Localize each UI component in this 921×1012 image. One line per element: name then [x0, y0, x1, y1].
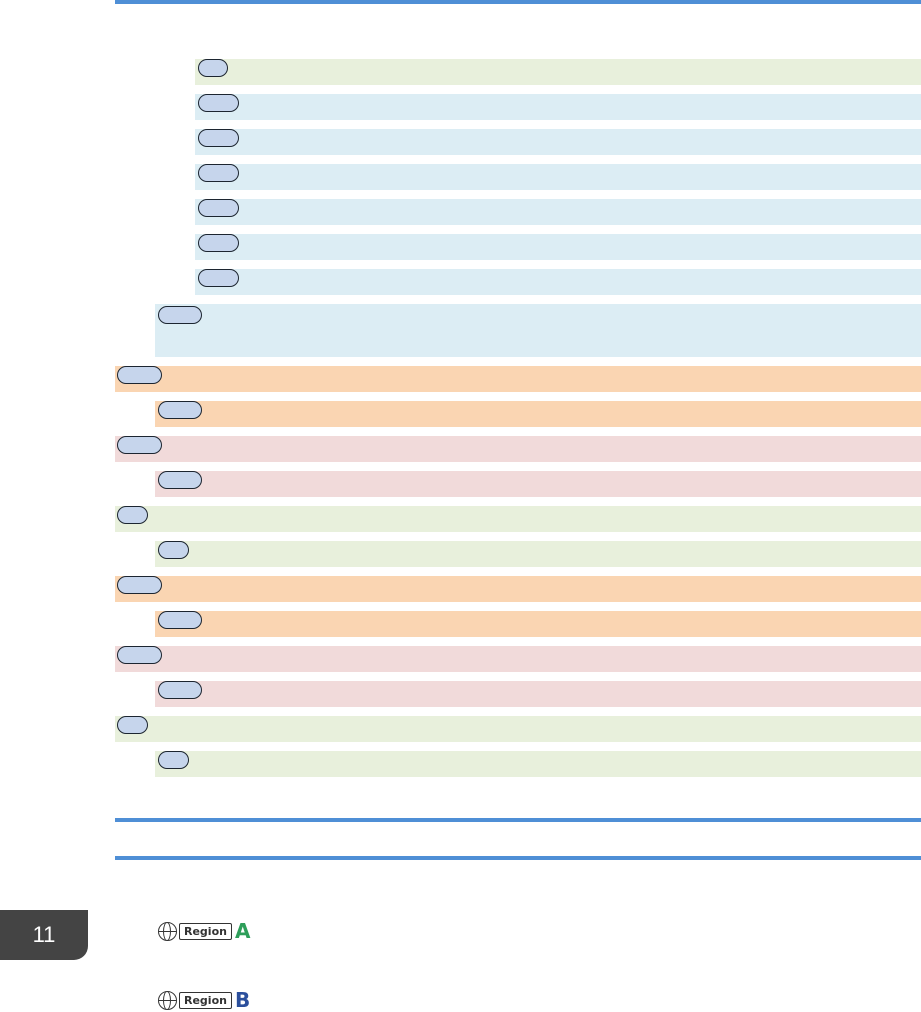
top-rule	[115, 0, 921, 4]
section-rule	[115, 818, 921, 822]
menu-row[interactable]	[115, 506, 921, 532]
menu-row[interactable]	[155, 471, 921, 497]
menu-row[interactable]	[155, 401, 921, 427]
menu-key[interactable]	[158, 306, 202, 324]
menu-row[interactable]	[195, 199, 921, 225]
menu-row[interactable]	[195, 129, 921, 155]
menu-key[interactable]	[117, 716, 148, 734]
region-label: Region	[179, 991, 232, 1009]
globe-icon	[158, 921, 177, 941]
menu-key[interactable]	[198, 94, 239, 112]
menu-key[interactable]	[198, 199, 239, 217]
menu-key[interactable]	[117, 506, 148, 524]
menu-row[interactable]	[115, 576, 921, 602]
menu-row[interactable]	[195, 59, 921, 85]
menu-key[interactable]	[158, 471, 202, 489]
menu-row[interactable]	[155, 681, 921, 707]
menu-key[interactable]	[117, 436, 162, 454]
menu-row[interactable]	[155, 751, 921, 777]
menu-key[interactable]	[158, 401, 202, 419]
region-a-badge: Region A	[158, 921, 250, 941]
menu-row[interactable]	[115, 716, 921, 742]
region-letter: A	[234, 919, 251, 943]
globe-icon	[158, 990, 177, 1010]
chapter-tab: 11	[0, 910, 88, 960]
menu-key[interactable]	[158, 751, 189, 769]
region-b-badge: Region B	[158, 990, 250, 1010]
menu-key[interactable]	[117, 576, 162, 594]
menu-key[interactable]	[198, 164, 239, 182]
menu-key[interactable]	[158, 611, 202, 629]
menu-key[interactable]	[117, 366, 162, 384]
region-label: Region	[179, 922, 232, 940]
menu-key[interactable]	[158, 681, 202, 699]
menu-key[interactable]	[158, 541, 189, 559]
menu-key[interactable]	[198, 129, 239, 147]
menu-key[interactable]	[198, 59, 228, 77]
menu-row[interactable]	[115, 366, 921, 392]
region-letter: B	[234, 988, 251, 1012]
menu-row[interactable]	[155, 611, 921, 637]
menu-row[interactable]	[115, 646, 921, 672]
menu-row[interactable]	[195, 234, 921, 260]
menu-row[interactable]	[155, 304, 921, 357]
menu-row[interactable]	[195, 94, 921, 120]
menu-key[interactable]	[198, 234, 239, 252]
menu-row[interactable]	[155, 541, 921, 567]
menu-row[interactable]	[195, 164, 921, 190]
menu-row[interactable]	[115, 436, 921, 462]
menu-key[interactable]	[198, 269, 239, 287]
section-rule	[115, 856, 921, 860]
menu-key[interactable]	[117, 646, 162, 664]
menu-row[interactable]	[195, 269, 921, 295]
